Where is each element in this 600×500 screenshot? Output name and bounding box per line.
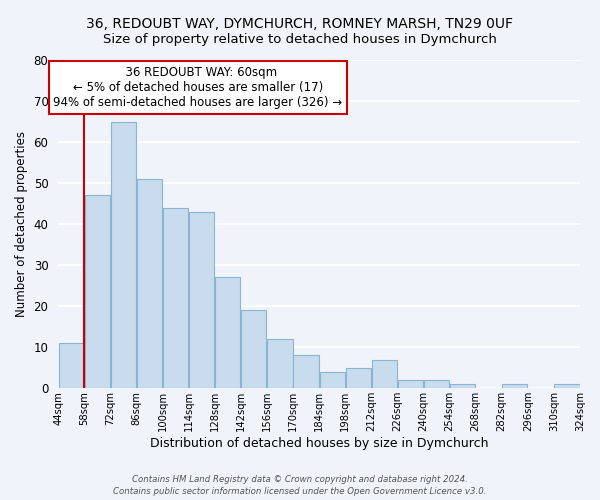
Bar [163,208,188,388]
Bar [293,356,319,388]
Bar [241,310,266,388]
Bar [268,339,293,388]
Bar [59,343,84,388]
Bar [372,360,397,388]
Bar [502,384,527,388]
Y-axis label: Number of detached properties: Number of detached properties [15,131,28,317]
Bar [346,368,371,388]
Bar [320,372,345,388]
Bar [398,380,423,388]
Text: 36, REDOUBT WAY, DYMCHURCH, ROMNEY MARSH, TN29 0UF: 36, REDOUBT WAY, DYMCHURCH, ROMNEY MARSH… [86,18,514,32]
Text: 36 REDOUBT WAY: 60sqm
← 5% of detached houses are smaller (17)
94% of semi-detac: 36 REDOUBT WAY: 60sqm ← 5% of detached h… [53,66,343,109]
Bar [85,196,110,388]
Bar [424,380,449,388]
Text: Size of property relative to detached houses in Dymchurch: Size of property relative to detached ho… [103,32,497,46]
Bar [189,212,214,388]
Text: Contains HM Land Registry data © Crown copyright and database right 2024.
Contai: Contains HM Land Registry data © Crown c… [113,474,487,496]
Bar [554,384,580,388]
Bar [137,179,162,388]
Bar [450,384,475,388]
X-axis label: Distribution of detached houses by size in Dymchurch: Distribution of detached houses by size … [150,437,488,450]
Bar [215,278,241,388]
Bar [111,122,136,388]
